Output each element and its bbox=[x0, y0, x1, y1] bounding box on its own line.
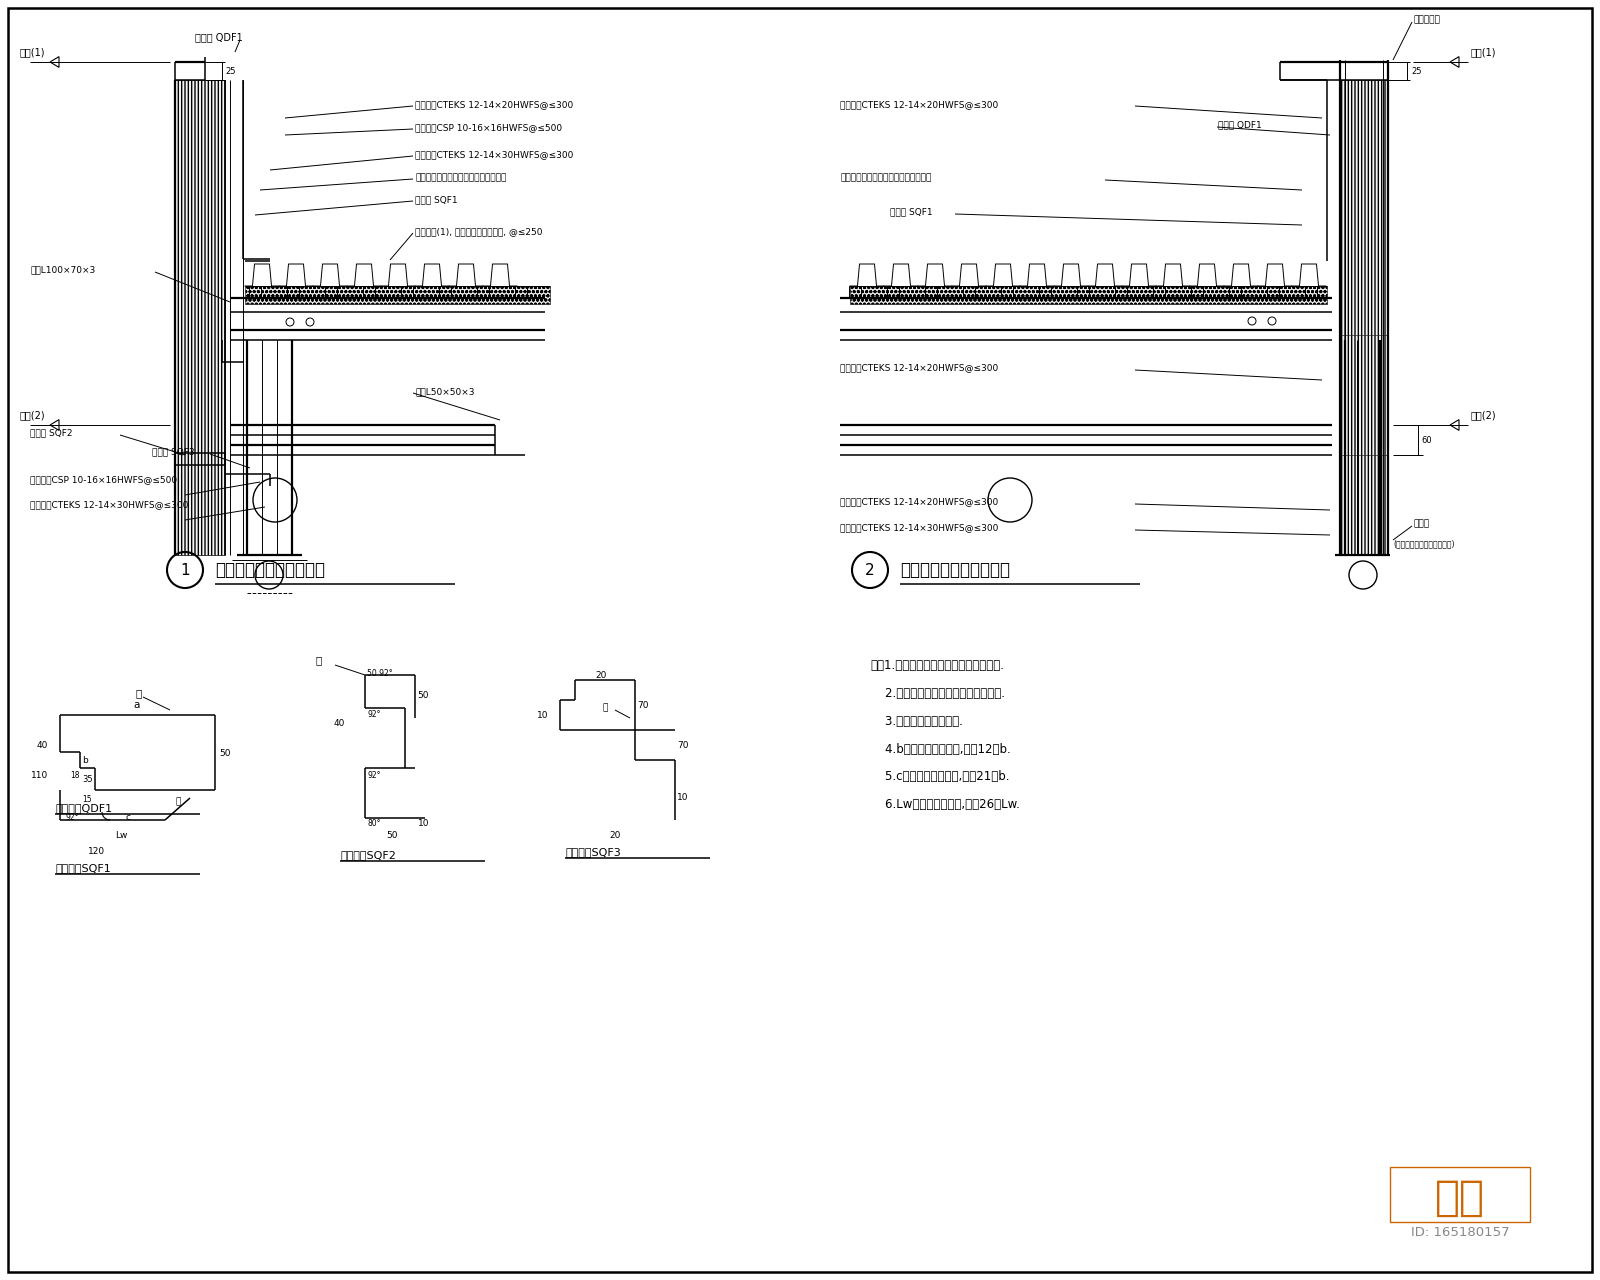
Text: 5.c根据屋面板参数定,见第21页b.: 5.c根据屋面板参数定,见第21页b. bbox=[870, 771, 1010, 783]
Text: 20: 20 bbox=[595, 671, 606, 680]
Text: 标高(2): 标高(2) bbox=[21, 410, 46, 420]
Text: 外: 外 bbox=[602, 704, 608, 713]
Text: 15: 15 bbox=[82, 795, 91, 804]
Text: 25: 25 bbox=[1411, 67, 1421, 76]
Text: 自攻螺钉CTEKS 12-14×30HWFS@≤300: 自攻螺钉CTEKS 12-14×30HWFS@≤300 bbox=[840, 524, 998, 532]
Text: 40: 40 bbox=[37, 741, 48, 750]
Bar bbox=[1341, 335, 1389, 454]
Text: 自攻螺钉(1), 根据屋面板型号选用, @≤250: 自攻螺钉(1), 根据屋面板型号选用, @≤250 bbox=[414, 228, 542, 237]
Text: 50: 50 bbox=[219, 749, 230, 758]
Text: 80°: 80° bbox=[366, 818, 381, 827]
Circle shape bbox=[286, 317, 294, 326]
Text: 自攻螺钉CTEKS 12-14×20HWFS@≤300: 自攻螺钉CTEKS 12-14×20HWFS@≤300 bbox=[840, 364, 998, 372]
Text: 注：1.屋面板的组合型式根据具体工程定.: 注：1.屋面板的组合型式根据具体工程定. bbox=[870, 658, 1005, 672]
Text: 18: 18 bbox=[70, 772, 80, 781]
Circle shape bbox=[1267, 317, 1277, 325]
Text: 若此处不是波峰，则向上弯折一个波高: 若此处不是波峰，则向上弯折一个波高 bbox=[414, 174, 506, 183]
Text: 女儿墙包带: 女儿墙包带 bbox=[1413, 15, 1440, 24]
Text: 泛水板 QDF1: 泛水板 QDF1 bbox=[195, 32, 243, 42]
Text: 墙顶泛水QDF1: 墙顶泛水QDF1 bbox=[54, 803, 112, 813]
Text: a: a bbox=[134, 700, 141, 710]
Text: b: b bbox=[82, 755, 88, 764]
Text: 外: 外 bbox=[134, 689, 141, 698]
Text: 自攻螺钉CTEKS 12-14×20HWFS@≤300: 自攻螺钉CTEKS 12-14×20HWFS@≤300 bbox=[414, 101, 573, 110]
Text: 25: 25 bbox=[226, 67, 235, 76]
Text: c: c bbox=[125, 813, 130, 822]
Text: 70: 70 bbox=[677, 741, 688, 750]
Bar bbox=[245, 285, 550, 305]
Text: 山墙处泛水收边板节点图: 山墙处泛水收边板节点图 bbox=[214, 561, 325, 579]
Text: 自攻螺钉CTEKS 12-14×20HWFS@≤300: 自攻螺钉CTEKS 12-14×20HWFS@≤300 bbox=[840, 498, 998, 507]
Circle shape bbox=[306, 317, 314, 326]
Text: 35: 35 bbox=[82, 774, 93, 783]
Text: 10: 10 bbox=[677, 794, 688, 803]
Bar bbox=[1341, 81, 1389, 556]
Text: 自攻螺钉CSP 10-16×16HWFS@≤500: 自攻螺钉CSP 10-16×16HWFS@≤500 bbox=[30, 475, 178, 485]
Text: 20: 20 bbox=[610, 831, 621, 840]
Text: 110: 110 bbox=[30, 771, 48, 780]
Text: 50: 50 bbox=[386, 831, 398, 840]
Text: 60: 60 bbox=[1421, 435, 1432, 444]
Text: 标高(2): 标高(2) bbox=[1470, 410, 1496, 420]
Text: 外: 外 bbox=[315, 655, 322, 666]
Text: 自攻螺钉CSP 10-16×16HWFS@≤500: 自攻螺钉CSP 10-16×16HWFS@≤500 bbox=[414, 123, 562, 133]
Text: 标高(1): 标高(1) bbox=[21, 47, 45, 58]
Text: 外墙板: 外墙板 bbox=[1413, 520, 1429, 529]
Text: 泛水板 SQF1: 泛水板 SQF1 bbox=[890, 207, 933, 216]
Text: 50: 50 bbox=[418, 690, 429, 699]
Text: 自攻螺钉CTEKS 12-14×30HWFS@≤300: 自攻螺钉CTEKS 12-14×30HWFS@≤300 bbox=[414, 151, 573, 160]
Text: 山墙处泛水收边板节点图: 山墙处泛水收边板节点图 bbox=[901, 561, 1010, 579]
Bar bbox=[1390, 1167, 1530, 1222]
Text: 冷弯L50×50×3: 冷弯L50×50×3 bbox=[414, 388, 475, 397]
Text: 自攻螺钉CTEKS 12-14×20HWFS@≤300: 自攻螺钉CTEKS 12-14×20HWFS@≤300 bbox=[840, 101, 998, 110]
Text: 知末: 知末 bbox=[1435, 1178, 1485, 1219]
Text: 4.b根据墙面板参数定,见第12页b.: 4.b根据墙面板参数定,见第12页b. bbox=[870, 742, 1011, 755]
Text: 2: 2 bbox=[866, 562, 875, 577]
Text: 泛水板 SQF2: 泛水板 SQF2 bbox=[30, 429, 72, 438]
Text: 3.由墙梁和墙板规格定.: 3.由墙梁和墙板规格定. bbox=[870, 714, 963, 727]
Text: 标高(1): 标高(1) bbox=[1470, 47, 1496, 58]
Bar bbox=[850, 285, 1326, 305]
Text: 10: 10 bbox=[536, 710, 549, 719]
Text: 泛水板 QDF1: 泛水板 QDF1 bbox=[1218, 120, 1262, 129]
Text: 泛水板 SQF1: 泛水板 SQF1 bbox=[414, 196, 458, 205]
Text: 若此处不是波峰，则向上弯折一个波高: 若此处不是波峰，则向上弯折一个波高 bbox=[840, 174, 931, 183]
Text: (无女儿墙包带时，停止墙顶): (无女儿墙包带时，停止墙顶) bbox=[1394, 539, 1454, 549]
Text: 1: 1 bbox=[181, 562, 190, 577]
Text: ID: 165180157: ID: 165180157 bbox=[1411, 1225, 1509, 1239]
Text: 山墙泛水SQF1: 山墙泛水SQF1 bbox=[54, 863, 110, 873]
Text: 山墙泛水SQF2: 山墙泛水SQF2 bbox=[341, 850, 395, 860]
Text: 40: 40 bbox=[334, 718, 346, 727]
Text: 50 92°: 50 92° bbox=[366, 668, 392, 677]
Text: 10: 10 bbox=[418, 818, 429, 827]
Text: 山墙泛水SQF3: 山墙泛水SQF3 bbox=[565, 847, 621, 858]
Text: 6.Lw等于屋面板前离,见第26页Lw.: 6.Lw等于屋面板前离,见第26页Lw. bbox=[870, 799, 1019, 812]
Text: 自攻螺钉CTEKS 12-14×30HWFS@≤300: 自攻螺钉CTEKS 12-14×30HWFS@≤300 bbox=[30, 500, 189, 509]
Text: 70: 70 bbox=[637, 700, 648, 709]
Bar bbox=[174, 81, 226, 556]
Text: 泛水板 SQF3: 泛水板 SQF3 bbox=[152, 448, 195, 457]
Text: 92°: 92° bbox=[66, 814, 78, 823]
Text: 冷弯L100×70×3: 冷弯L100×70×3 bbox=[30, 265, 96, 274]
Text: 92°: 92° bbox=[366, 709, 381, 718]
Text: 120: 120 bbox=[88, 847, 106, 856]
Text: 2.墙面板的组合型式根据具体工程定.: 2.墙面板的组合型式根据具体工程定. bbox=[870, 686, 1005, 699]
Text: 92°: 92° bbox=[366, 771, 381, 780]
Text: Lw: Lw bbox=[115, 831, 128, 840]
Circle shape bbox=[1248, 317, 1256, 325]
Text: 外: 外 bbox=[174, 797, 181, 806]
